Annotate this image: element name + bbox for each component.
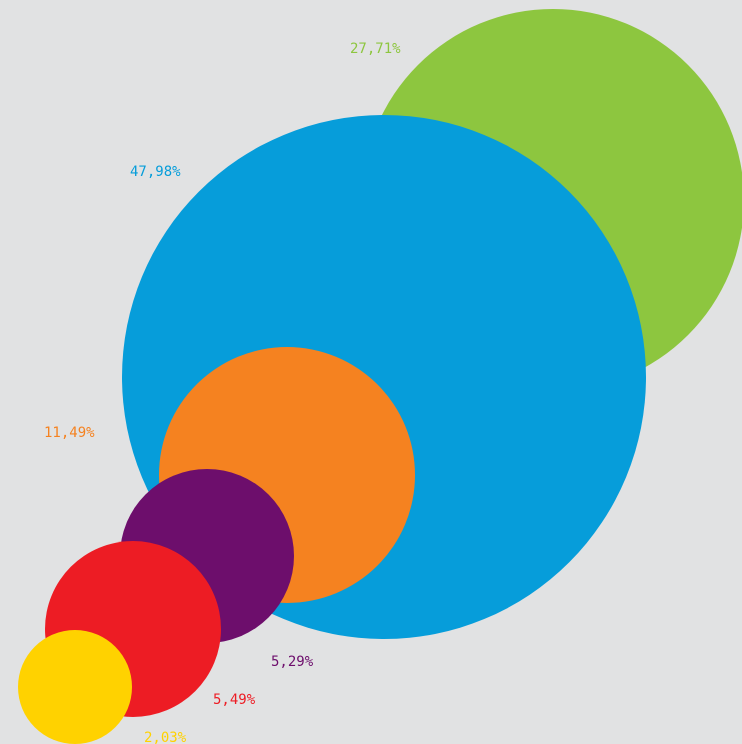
bubble-label-3: 11,49% bbox=[44, 425, 95, 441]
bubble-label-1: 27,71% bbox=[350, 41, 401, 57]
bubble-6 bbox=[18, 630, 132, 744]
labels-group: 27,71% 47,98% 11,49% 5,29% 5,49% 2,03% bbox=[44, 41, 401, 744]
bubble-label-2: 47,98% bbox=[130, 164, 181, 180]
bubble-label-5: 5,49% bbox=[213, 692, 256, 708]
bubble-label-4: 5,29% bbox=[271, 654, 314, 670]
bubbles-group bbox=[18, 9, 742, 744]
bubble-label-6: 2,03% bbox=[144, 730, 187, 744]
